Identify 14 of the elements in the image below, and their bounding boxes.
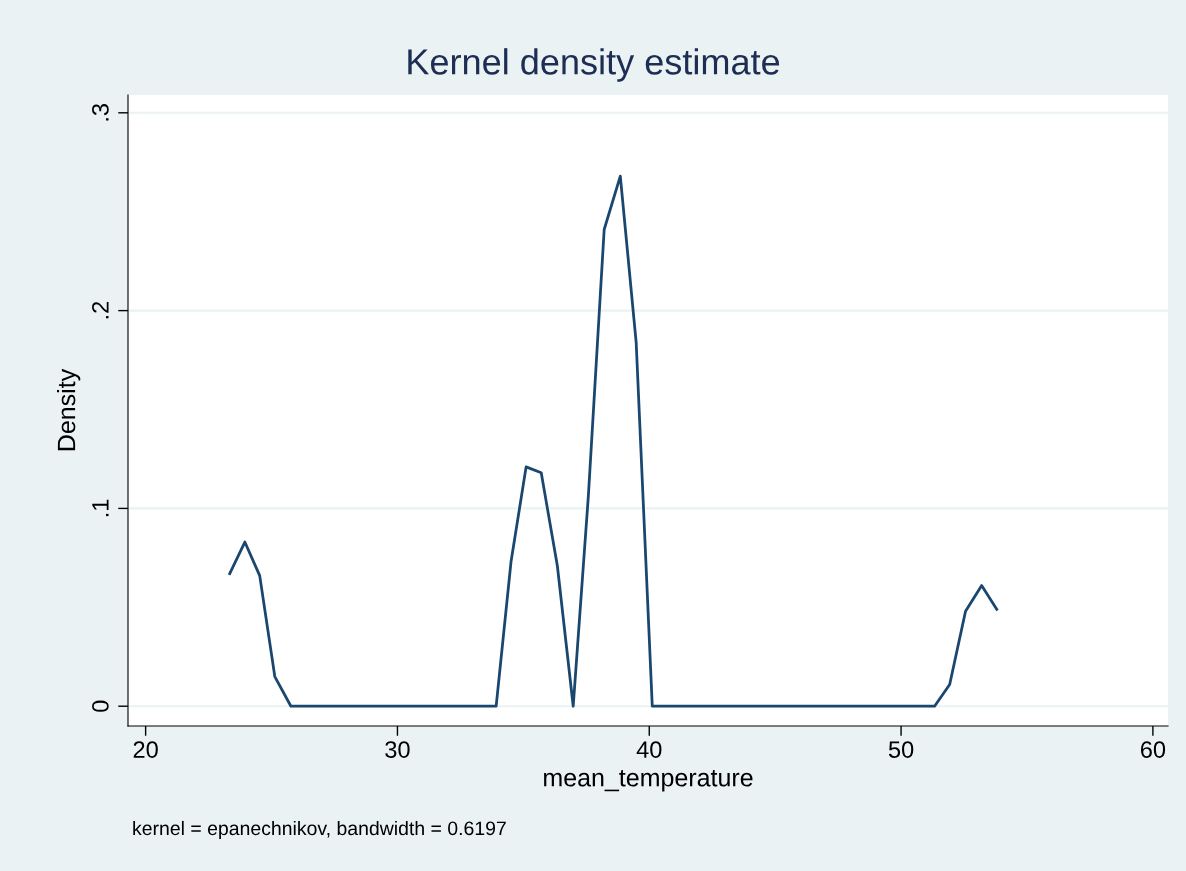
chart-title: Kernel density estimate — [408, 48, 780, 82]
y-axis-title: Density — [56, 368, 81, 451]
y-tick-label: .1 — [92, 499, 109, 517]
x-axis-title: mean_temperature — [544, 770, 753, 792]
line-series — [228, 174, 999, 708]
text: kernel = epanechnikov, bandwidth = 0.6197 — [133, 820, 506, 840]
x-tick-label: 50 — [888, 741, 914, 758]
x-tick-label: 20 — [133, 741, 158, 758]
y-tick-label: 0 — [92, 700, 109, 712]
y-tick-label: .2 — [92, 301, 109, 319]
x-tick-label: 30 — [385, 741, 410, 758]
x-tick-label: 60 — [1140, 741, 1166, 758]
y-tick-label: .3 — [92, 103, 109, 121]
x-tick-label: 40 — [636, 741, 662, 758]
